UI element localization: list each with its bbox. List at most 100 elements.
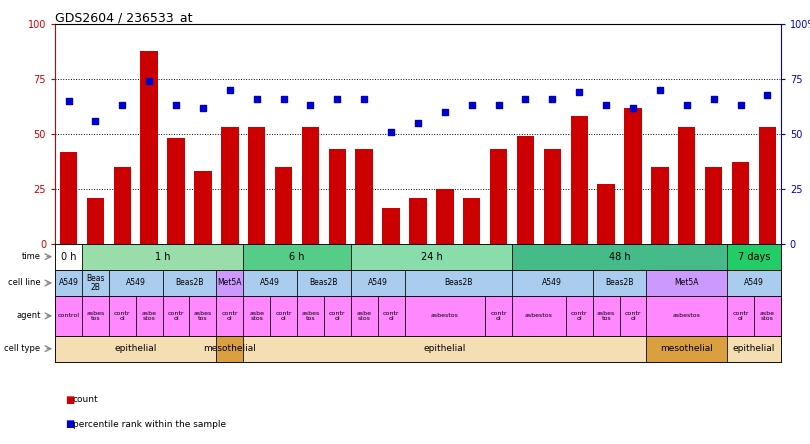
Text: epithelial: epithelial [733,344,775,353]
Text: asbe
stos: asbe stos [760,311,775,321]
Text: count: count [73,395,99,404]
Point [438,108,451,115]
Bar [731,163,749,244]
Text: cell line: cell line [8,278,40,287]
Text: asbes
tos: asbes tos [597,311,616,321]
Bar [646,336,727,362]
Point [89,117,102,124]
Text: GDS2604 / 236533_at: GDS2604 / 236533_at [55,12,193,24]
Bar [566,296,593,336]
Bar [404,296,485,336]
Text: ■: ■ [65,395,74,404]
Point [654,87,667,94]
Bar [544,149,561,244]
Point [707,95,720,103]
Bar [55,244,82,270]
Point [169,102,182,109]
Point [62,98,75,105]
Bar [243,270,297,296]
Bar [382,209,400,244]
Bar [301,127,319,244]
Bar [216,336,243,362]
Text: epithelial: epithelial [424,344,466,353]
Text: 6 h: 6 h [289,252,305,262]
Bar [517,136,535,244]
Point [626,104,639,111]
Text: Beas
2B: Beas 2B [86,274,104,292]
Bar [113,167,131,244]
Text: asbestos: asbestos [673,313,701,318]
Text: A549: A549 [126,278,146,287]
Bar [436,189,454,244]
Bar [512,244,727,270]
Bar [324,296,351,336]
Text: A549: A549 [744,278,764,287]
Bar [512,296,566,336]
Text: A549: A549 [543,278,562,287]
Text: epithelial: epithelial [114,344,157,353]
Bar [87,198,104,244]
Bar [625,108,642,244]
Point [573,89,586,96]
Point [250,95,263,103]
Bar [485,296,512,336]
Text: 7 days: 7 days [738,252,770,262]
Text: 0 h: 0 h [61,252,76,262]
Point [761,91,774,98]
Text: mesothelial: mesothelial [660,344,713,353]
Bar [82,270,109,296]
Text: asbe
stos: asbe stos [142,311,156,321]
Bar [297,296,324,336]
Text: contr
ol: contr ol [329,311,346,321]
Bar [248,127,266,244]
Text: contr
ol: contr ol [168,311,185,321]
Text: contr
ol: contr ol [732,311,748,321]
Bar [351,270,404,296]
Bar [351,244,512,270]
Bar [168,139,185,244]
Text: A549: A549 [58,278,79,287]
Bar [620,296,646,336]
Bar [140,51,158,244]
Point [465,102,478,109]
Text: asbe
stos: asbe stos [356,311,372,321]
Bar [377,296,404,336]
Text: Beas2B: Beas2B [605,278,633,287]
Text: 24 h: 24 h [420,252,442,262]
Bar [136,296,163,336]
Text: 48 h: 48 h [609,252,630,262]
Text: asbestos: asbestos [525,313,553,318]
Bar [727,270,781,296]
Point [492,102,505,109]
Bar [55,336,216,362]
Bar [678,127,696,244]
Text: contr
ol: contr ol [114,311,130,321]
Bar [243,296,270,336]
Bar [490,149,507,244]
Point [599,102,612,109]
Bar [243,244,351,270]
Bar [194,171,211,244]
Bar [109,296,136,336]
Text: contr
ol: contr ol [625,311,642,321]
Point [143,78,156,85]
Point [680,102,693,109]
Bar [409,198,427,244]
Bar [593,296,620,336]
Bar [216,270,243,296]
Bar [705,167,723,244]
Text: asbe
stos: asbe stos [249,311,264,321]
Text: Met5A: Met5A [675,278,699,287]
Text: Beas2B: Beas2B [175,278,203,287]
Text: A549: A549 [368,278,387,287]
Point [385,128,398,135]
Bar [404,270,512,296]
Bar [598,184,615,244]
Bar [55,270,82,296]
Bar [270,296,297,336]
Text: ■: ■ [65,419,74,429]
Text: agent: agent [16,311,40,320]
Text: contr
ol: contr ol [275,311,292,321]
Bar [163,296,190,336]
Text: asbes
tos: asbes tos [301,311,320,321]
